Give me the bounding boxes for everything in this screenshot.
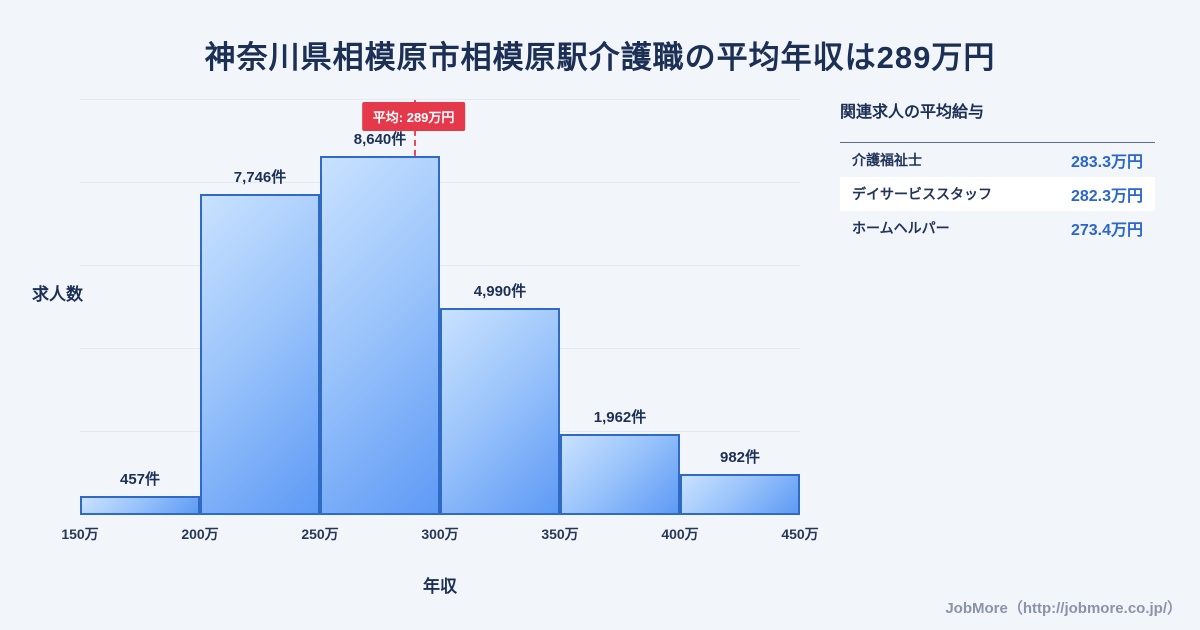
salary-histogram-plot-area: 平均: 289万円 457件 7,746件 8,640件 4,990件 1,962件 98… xyxy=(80,99,800,515)
footer-credit: JobMore（http://jobmore.co.jp/） xyxy=(945,600,1182,617)
related-jobs-table: 介護福祉士 283.3万円デイサービススタッフ 282.3万円ホームヘルパー 273.… xyxy=(840,142,1155,245)
bar-value-label: 982件 xyxy=(719,449,761,467)
x-tick-label: 400万 xyxy=(661,526,699,542)
x-axis-label: 年収 xyxy=(423,577,457,596)
bar-value-label: 4,990件 xyxy=(473,282,527,300)
x-tick-label: 450万 xyxy=(781,526,819,542)
bar-value-label: 7,746件 xyxy=(233,168,287,186)
bar-value-label: 8,640件 xyxy=(353,131,407,149)
x-tick-label: 300万 xyxy=(421,526,459,542)
related-job-row: デイサービススタッフ 282.3万円 xyxy=(840,177,1155,211)
x-tick-label: 150万 xyxy=(61,526,99,542)
x-axis-ticks: 150万 200万 250万 300万 350万 400万 450万 xyxy=(61,524,818,544)
bar-value-label: 457件 xyxy=(119,471,161,489)
related-job-label: 介護福祉士 xyxy=(852,152,922,168)
average-badge: 平均: 289万円 xyxy=(361,102,466,131)
related-jobs-heading: 関連求人の平均給与 xyxy=(840,104,985,121)
gridline xyxy=(80,265,800,266)
histogram-bar xyxy=(200,193,320,515)
related-job-salary: 282.3万円 xyxy=(1070,188,1143,205)
histogram-bar xyxy=(320,156,440,515)
y-axis-label: 求人数 xyxy=(32,285,83,304)
histogram-bar xyxy=(80,496,200,515)
gridline xyxy=(80,99,800,100)
x-tick-label: 250万 xyxy=(301,526,339,542)
histogram-bar xyxy=(560,433,680,515)
page-title: 神奈川県相模原市相模原駅介護職の平均年収は289万円 xyxy=(204,40,996,75)
related-job-row: 介護福祉士 283.3万円 xyxy=(840,143,1155,177)
histogram-bar xyxy=(680,474,800,515)
gridline xyxy=(80,182,800,183)
related-jobs-panel: 関連求人の平均給与 介護福祉士 283.3万円デイサービススタッフ 282.3万円ホ… xyxy=(840,98,1155,245)
x-tick-label: 350万 xyxy=(541,526,579,542)
related-job-salary: 283.3万円 xyxy=(1070,154,1143,171)
x-tick-label: 200万 xyxy=(181,526,219,542)
related-job-label: デイサービススタッフ xyxy=(852,186,992,202)
bar-value-label: 1,962件 xyxy=(593,408,647,426)
related-job-salary: 273.4万円 xyxy=(1070,222,1143,239)
related-job-row: ホームヘルパー 273.4万円 xyxy=(840,211,1155,245)
histogram-bar xyxy=(440,307,560,515)
related-job-label: ホームヘルパー xyxy=(852,220,950,236)
